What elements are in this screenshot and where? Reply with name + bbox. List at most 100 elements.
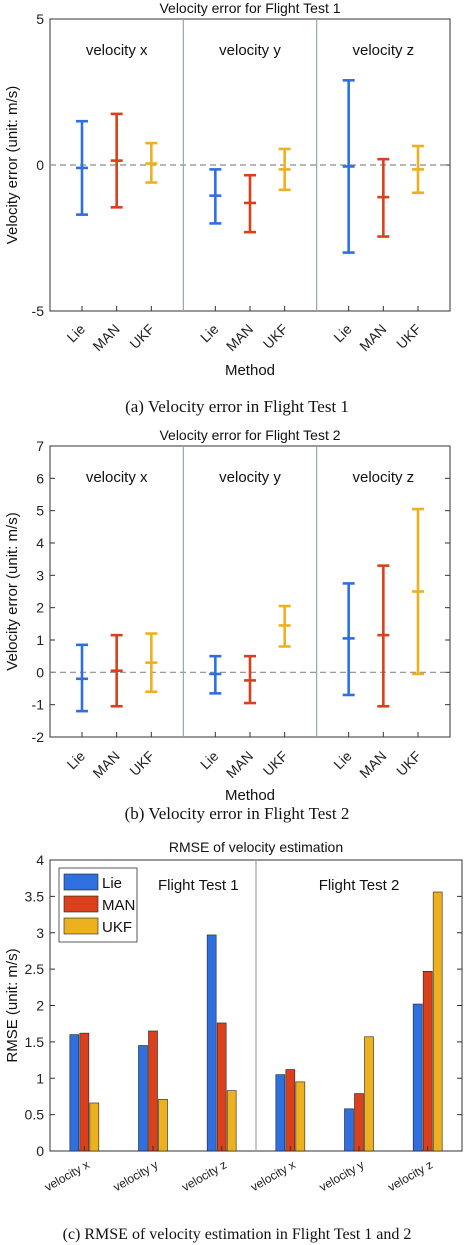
y-tick-label: 0 — [36, 157, 44, 173]
panel-title: velocity x — [86, 469, 148, 486]
y-axis-label: Velocity error (unit: m/s) — [4, 86, 21, 244]
y-tick-label: 5 — [36, 503, 44, 519]
x-tick-label: velocity z — [385, 1157, 435, 1194]
bar-ukf — [89, 1102, 100, 1152]
errorbar-chart-1: Velocity error for Flight Test 1 -5 0 5 velo… — [4, 0, 451, 416]
y-tick-label: 6 — [36, 470, 44, 486]
x-tick-label: Lie — [197, 748, 222, 773]
bar-lie — [344, 1108, 354, 1152]
bar-lie — [69, 1034, 80, 1152]
bar-ukf — [295, 1081, 306, 1152]
legend-label: MAN — [102, 897, 135, 914]
x-tick-label: MAN — [89, 748, 122, 781]
x-tick-label: Lie — [330, 321, 355, 346]
errorbar-man — [377, 157, 390, 238]
y-tick-label: 1 — [36, 632, 44, 648]
errorbar-man — [110, 633, 123, 708]
legend-label: Lie — [102, 875, 122, 892]
bar-lie — [206, 934, 217, 1152]
errorbar-lie — [209, 168, 222, 225]
x-tick-label: UKF — [393, 748, 424, 779]
errorbar-lie — [342, 79, 355, 254]
errorbar-man — [244, 654, 256, 705]
errorbar-lie — [76, 643, 88, 713]
panel-title: velocity x — [86, 42, 148, 59]
bar-ukf — [364, 1036, 374, 1152]
y-tick-label: 0 — [36, 1143, 44, 1159]
errorbar-lie — [76, 119, 88, 216]
errorbar-lie — [209, 654, 222, 695]
errorbar-man — [244, 173, 256, 234]
y-tick-label: 0.5 — [25, 1107, 45, 1123]
y-tick-label: 1 — [36, 1070, 44, 1086]
y-tick-label: -2 — [32, 729, 45, 745]
y-tick-label: 2 — [36, 998, 44, 1014]
errorbar-ukf — [412, 507, 424, 676]
y-tick-label: -5 — [32, 303, 45, 319]
bar-ukf — [432, 891, 443, 1152]
y-tick-label: 1.5 — [25, 1034, 45, 1050]
bar-lie — [412, 1003, 423, 1152]
y-tick-label: 2.5 — [25, 961, 45, 977]
x-tick-label: MAN — [223, 748, 256, 781]
panel-title: velocity z — [352, 42, 414, 59]
caption: (b) Velocity error in Flight Test 2 — [125, 804, 350, 823]
caption: (c) RMSE of velocity estimation in Fligh… — [63, 1226, 412, 1243]
chart-title: Velocity error for Flight Test 2 — [159, 427, 340, 443]
legend: Lie MAN UKF — [58, 867, 138, 943]
bar-man — [354, 1093, 364, 1152]
legend-swatch-man — [63, 895, 99, 913]
y-tick-label: 5 — [36, 11, 44, 27]
x-tick-label: Lie — [197, 321, 222, 346]
x-axis-label: Method — [225, 362, 275, 379]
y-tick-label: -1 — [32, 697, 45, 713]
bar-man — [148, 1030, 158, 1152]
legend-swatch-lie — [63, 873, 99, 891]
y-axis-label: Velocity error (unit: m/s) — [4, 512, 21, 670]
errorbar-ukf — [145, 141, 158, 184]
x-tick-label: velocity z — [179, 1157, 229, 1194]
legend-swatch-ukf — [63, 917, 99, 935]
x-tick-label: velocity y — [317, 1157, 367, 1194]
x-tick-label: Lie — [64, 748, 89, 773]
x-tick-label: UKF — [126, 748, 157, 779]
bar-man — [79, 1032, 90, 1152]
x-tick-label: velocity x — [42, 1157, 92, 1194]
bar-man — [422, 971, 433, 1152]
x-tick-label: Lie — [64, 321, 89, 346]
errorbar-ukf — [278, 147, 291, 192]
errorbar-chart-2: Velocity error for Flight Test 2 -2 -1 0 1 2 3… — [4, 427, 451, 823]
group-label: Flight Test 1 — [158, 877, 239, 894]
bar-ukf — [158, 1099, 168, 1152]
x-tick-label: MAN — [89, 321, 122, 354]
bar-lie — [275, 1074, 286, 1152]
x-tick-label: velocity y — [111, 1157, 161, 1194]
rmse-bar-chart: RMSE of velocity estimation 0 0.5 1 1.5 2 2.5 3… — [4, 839, 463, 1243]
errorbar-man — [110, 112, 123, 209]
y-tick-label: 0 — [36, 664, 44, 680]
x-tick-label: UKF — [126, 321, 157, 352]
x-axis-label: Method — [225, 787, 275, 804]
y-axis-label: RMSE (unit: m/s) — [4, 948, 21, 1062]
x-tick-label: UKF — [260, 321, 291, 352]
y-tick-label: 4 — [36, 852, 44, 868]
y-tick-label: 2 — [36, 600, 44, 616]
legend-label: UKF — [102, 919, 132, 936]
group-label: Flight Test 2 — [319, 877, 400, 894]
x-tick-label: velocity x — [248, 1157, 298, 1194]
y-tick-label: 3.5 — [25, 888, 45, 904]
panel-title: velocity y — [219, 42, 281, 59]
caption: (a) Velocity error in Flight Test 1 — [125, 397, 349, 416]
errorbar-lie — [342, 582, 355, 697]
y-tick-label: 7 — [36, 438, 44, 454]
panel-title: velocity z — [352, 469, 414, 486]
y-tick-label: 3 — [36, 925, 44, 941]
errorbar-ukf — [412, 144, 424, 195]
panel-title: velocity y — [219, 469, 281, 486]
bar-lie — [138, 1045, 148, 1152]
bar-man — [285, 1069, 296, 1152]
y-tick-label: 3 — [36, 567, 44, 583]
x-tick-label: UKF — [393, 321, 424, 352]
bar-man — [216, 1022, 227, 1152]
